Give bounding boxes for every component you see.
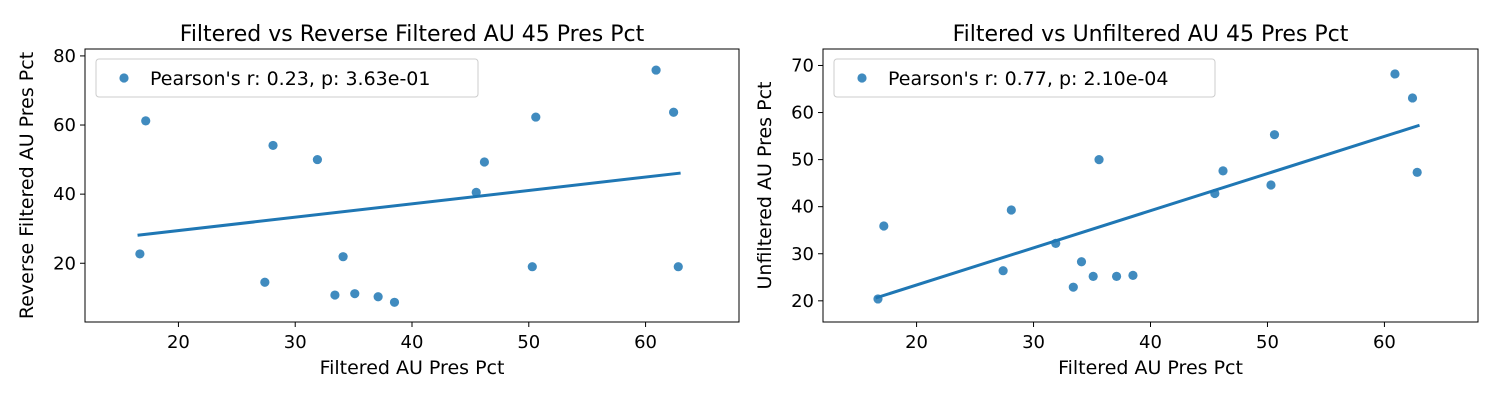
chart-2-x-tick-label: 60 bbox=[1373, 332, 1396, 353]
chart-2-data-point bbox=[879, 221, 889, 231]
chart-2-y-tick-label: 40 bbox=[791, 197, 814, 218]
chart-1-regression-line bbox=[137, 171, 681, 237]
chart-2-legend-marker bbox=[857, 73, 867, 83]
chart-1-legend-box bbox=[95, 58, 479, 98]
chart-2-data-point bbox=[1266, 180, 1276, 190]
chart-1-y-tick-label: 80 bbox=[53, 46, 76, 67]
chart-1-data-point bbox=[330, 290, 340, 300]
chart-1-y-tick-label: 40 bbox=[53, 184, 76, 205]
chart-2-y-tick-label: 50 bbox=[791, 150, 814, 171]
chart-1-data-point bbox=[268, 140, 278, 151]
chart-1-x-tick-label: 60 bbox=[634, 332, 657, 353]
chart-1-data-point bbox=[373, 292, 383, 302]
chart-1-x-tick-label: 40 bbox=[401, 332, 424, 353]
chart-2-data-point bbox=[1128, 270, 1138, 281]
chart-1-x-tick-label: 50 bbox=[517, 332, 540, 353]
chart-2-data-point bbox=[998, 266, 1008, 276]
chart-2-data-point bbox=[1094, 155, 1104, 165]
chart-2-y-tick-label: 70 bbox=[791, 55, 814, 76]
chart-2-data-point bbox=[1088, 271, 1098, 281]
chart-2-legend-box bbox=[833, 58, 1216, 98]
chart-2-y-tick-label: 60 bbox=[791, 103, 814, 124]
chart-2-data-point bbox=[1076, 257, 1087, 267]
chart-2-data-point bbox=[1111, 271, 1122, 281]
chart-1-data-point bbox=[135, 249, 145, 259]
chart-1-legend-marker bbox=[119, 73, 129, 83]
chart-1-legend-label: Pearson's r: 0.23, p: 3.63e-01 bbox=[150, 68, 430, 90]
chart-2-data-point bbox=[1407, 93, 1418, 103]
chart-2-data-point bbox=[1390, 69, 1400, 79]
chart-2-x-tick-label: 50 bbox=[1256, 332, 1279, 353]
chart-1-y-axis-label: Reverse Filtered AU Pres Pct bbox=[16, 52, 38, 319]
chart-1-data-point bbox=[531, 112, 541, 122]
chart-1-data-point bbox=[479, 157, 490, 167]
chart-2-data-point bbox=[1412, 167, 1422, 177]
chart-1-data-point bbox=[651, 65, 661, 75]
chart-2-regression-line bbox=[875, 123, 1420, 300]
chart-1-data-point bbox=[350, 289, 360, 299]
chart-2-data-point bbox=[1068, 282, 1078, 292]
chart-1-data-point bbox=[527, 262, 537, 272]
chart-2-x-tick-label: 20 bbox=[905, 332, 928, 353]
chart-1-data-point bbox=[141, 116, 151, 126]
chart-1-y-tick-label: 60 bbox=[53, 115, 76, 136]
chart-2-data-point bbox=[1218, 166, 1228, 176]
chart-2-data-point bbox=[1269, 130, 1280, 140]
chart-2-legend-label: Pearson's r: 0.77, p: 2.10e-04 bbox=[888, 68, 1168, 90]
chart-1-title: Filtered vs Reverse Filtered AU 45 Pres … bbox=[180, 22, 645, 47]
chart-1-data-point bbox=[312, 154, 323, 165]
chart-2-y-tick-label: 30 bbox=[791, 244, 814, 265]
chart-2-x-tick-label: 40 bbox=[1139, 332, 1162, 353]
chart-1-data-point bbox=[669, 107, 679, 117]
chart-2-y-tick-label: 20 bbox=[791, 291, 814, 312]
chart-1-x-tick-label: 30 bbox=[284, 332, 307, 353]
chart-1-data-point bbox=[260, 277, 270, 287]
chart-1-data-point bbox=[338, 252, 348, 262]
chart-2-title: Filtered vs Unfiltered AU 45 Pres Pct bbox=[953, 22, 1349, 47]
chart-1-data-point bbox=[673, 262, 683, 272]
chart-1-y-tick-label: 20 bbox=[53, 253, 76, 274]
chart-1-x-axis-label: Filtered AU Pres Pct bbox=[320, 357, 505, 379]
chart-2-x-axis-label: Filtered AU Pres Pct bbox=[1058, 357, 1243, 379]
chart-2-y-axis-label: Unfiltered AU Pres Pct bbox=[754, 82, 776, 290]
chart-1-data-point bbox=[389, 297, 400, 307]
chart-1-x-tick-label: 20 bbox=[167, 332, 190, 353]
chart-2-x-tick-label: 30 bbox=[1022, 332, 1045, 353]
chart-2-data-point bbox=[1006, 205, 1016, 215]
